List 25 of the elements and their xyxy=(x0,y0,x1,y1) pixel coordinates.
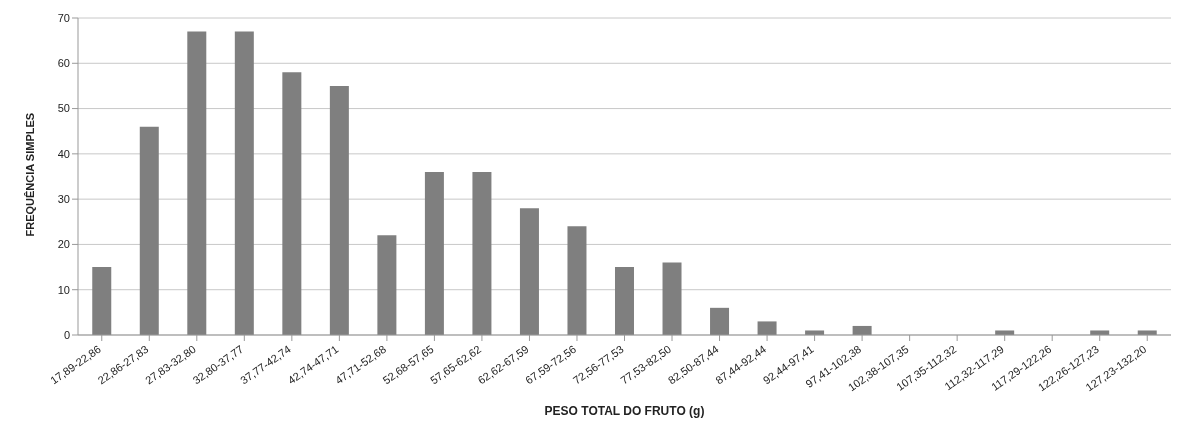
y-tick-label: 10 xyxy=(57,283,70,296)
bar xyxy=(519,208,539,335)
bar xyxy=(567,226,587,335)
bar xyxy=(139,126,159,335)
y-tick-label: 0 xyxy=(63,328,70,341)
bar xyxy=(662,262,682,335)
x-axis-title: PESO TOTAL DO FRUTO (g) xyxy=(544,404,705,418)
bar xyxy=(92,267,112,335)
y-tick-label: 20 xyxy=(57,238,70,251)
bar xyxy=(187,31,207,335)
bar xyxy=(424,171,444,335)
bar xyxy=(377,235,397,335)
bar xyxy=(615,267,634,335)
y-tick-label: 30 xyxy=(57,193,70,206)
bar xyxy=(472,171,492,335)
y-tick-label: 40 xyxy=(57,147,70,160)
bar xyxy=(282,72,302,335)
y-tick-label: 50 xyxy=(57,102,70,115)
bar xyxy=(710,307,730,335)
y-tick-label: 60 xyxy=(57,57,70,70)
y-axis-title: FREQUÊNCIA SIMPLES xyxy=(23,112,36,237)
bar xyxy=(234,31,254,335)
bar xyxy=(757,321,777,335)
y-tick-label: 70 xyxy=(57,11,70,24)
bar xyxy=(329,85,349,335)
